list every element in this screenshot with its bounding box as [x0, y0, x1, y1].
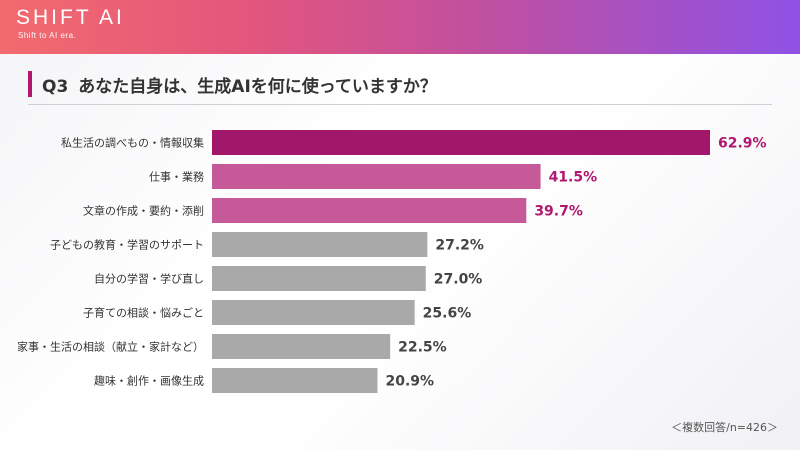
- value-label: 20.9%: [385, 374, 434, 390]
- bar: [212, 164, 541, 189]
- value-label: 62.9%: [718, 136, 767, 152]
- brand-tagline: Shift to AI era.: [18, 31, 77, 40]
- brand-name: SHIFT AI: [16, 6, 125, 29]
- value-label: 41.5%: [549, 170, 598, 186]
- bar: [212, 368, 378, 393]
- category-label: 子どもの教育・学習のサポート: [50, 238, 204, 252]
- header-banner: SHIFT AI Shift to AI era.: [0, 0, 800, 54]
- bar: [212, 198, 527, 223]
- value-label: 27.2%: [435, 238, 484, 254]
- bar: [212, 266, 426, 291]
- bar: [212, 334, 391, 359]
- bar: [212, 300, 415, 325]
- value-label: 22.5%: [398, 340, 447, 356]
- bar: [212, 130, 710, 155]
- question-text: あなた自身は、生成AIを何に使っていますか？: [78, 77, 437, 97]
- value-label: 25.6%: [423, 306, 472, 322]
- title-divider: [28, 104, 772, 105]
- category-label: 自分の学習・学び直し: [94, 272, 204, 286]
- value-label: 39.7%: [534, 204, 583, 220]
- category-label: 仕事・業務: [149, 170, 204, 184]
- brand-logo: SHIFT AI Shift to AI era.: [16, 6, 125, 40]
- category-label: 子育ての相談・悩みごと: [83, 306, 204, 320]
- footnote: ＜複数回答/n=426＞: [671, 421, 778, 434]
- value-label: 27.0%: [434, 272, 483, 288]
- category-label: 家事・生活の相談（献立・家計など）: [17, 340, 204, 354]
- category-label: 趣味・創作・画像生成: [94, 374, 204, 388]
- title-accent-bar: [28, 71, 32, 97]
- question-title: Q3 あなた自身は、生成AIを何に使っていますか？: [42, 72, 437, 97]
- question-number: Q3: [42, 77, 69, 97]
- category-label: 私生活の調べもの・情報収集: [61, 136, 204, 150]
- category-label: 文章の作成・要約・添削: [83, 204, 204, 218]
- bar: [212, 232, 428, 257]
